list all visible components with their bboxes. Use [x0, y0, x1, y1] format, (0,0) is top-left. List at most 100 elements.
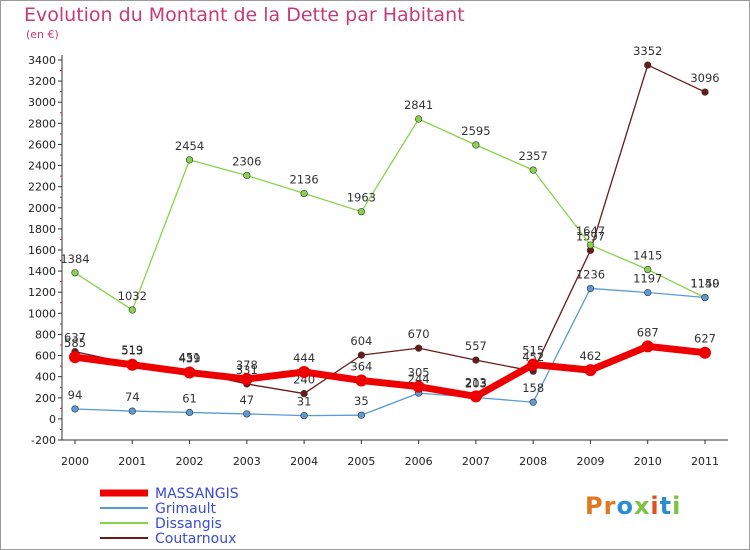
legend-label: Dissangis — [155, 516, 222, 532]
y-tick-label: 1800 — [28, 223, 56, 236]
data-label: 439 — [179, 352, 201, 366]
data-point — [128, 407, 136, 415]
y-tick-label: 2800 — [28, 117, 56, 130]
data-point — [185, 408, 194, 417]
data-point — [128, 306, 136, 314]
data-label: 585 — [64, 336, 86, 350]
data-label: 637 — [64, 331, 86, 345]
data-label: 331 — [236, 363, 258, 377]
y-tick-label: 1600 — [28, 244, 56, 257]
data-point — [240, 372, 253, 385]
data-label: 2841 — [404, 98, 433, 112]
data-point — [472, 356, 480, 364]
data-label: 687 — [637, 325, 659, 339]
data-label: 305 — [408, 366, 430, 380]
data-point — [71, 405, 79, 413]
data-point — [355, 374, 368, 387]
data-label: 61 — [182, 391, 197, 405]
y-tick-label: 3200 — [28, 75, 56, 88]
data-point — [586, 241, 595, 249]
data-label: 519 — [121, 343, 143, 357]
data-point — [701, 88, 709, 96]
data-label: 3352 — [633, 44, 662, 58]
y-tick-label: 2200 — [28, 181, 56, 194]
x-tick-label: 2007 — [462, 455, 490, 468]
data-label: 1197 — [633, 272, 662, 286]
data-point — [472, 141, 480, 149]
proxiti-logo: Proxiti — [585, 492, 682, 520]
data-label: 158 — [522, 381, 544, 395]
series-line-dissangis — [74, 118, 706, 311]
y-tick-label: 2000 — [28, 202, 56, 215]
series-line-coutarnoux — [74, 64, 706, 395]
y-tick-label: 1200 — [28, 286, 56, 299]
legend-label: Coutarnoux — [155, 531, 236, 547]
data-point — [300, 412, 308, 420]
data-point — [644, 61, 652, 69]
x-tick-label: 2010 — [634, 455, 662, 468]
data-point — [243, 171, 251, 180]
data-label: 452 — [522, 350, 544, 364]
data-label: 1236 — [576, 267, 605, 281]
data-point — [300, 189, 308, 198]
x-tick-label: 2003 — [233, 455, 261, 468]
legend-label: Grimault — [155, 501, 216, 517]
data-point — [300, 389, 308, 398]
x-tick-label: 2006 — [405, 455, 433, 468]
data-point — [126, 358, 139, 371]
y-tick-label: 200 — [35, 392, 56, 405]
data-label: 2136 — [289, 172, 318, 186]
data-point — [243, 410, 251, 418]
chart-unit-label: (en €) — [26, 28, 59, 41]
data-point — [699, 346, 711, 359]
data-label: 74 — [125, 390, 140, 404]
data-point — [529, 398, 537, 406]
y-tick-label: 3400 — [28, 54, 56, 67]
x-tick-label: 2008 — [519, 455, 547, 468]
data-label: 1597 — [576, 229, 605, 243]
data-point — [529, 166, 537, 174]
data-label: 1384 — [60, 252, 89, 266]
y-tick-label: 0 — [49, 413, 56, 426]
data-label: 2357 — [519, 149, 548, 163]
legend-label: MASSANGIS — [155, 486, 239, 502]
data-label: 213 — [465, 375, 487, 389]
x-tick-label: 2000 — [61, 455, 89, 468]
x-tick-label: 2002 — [176, 455, 204, 468]
x-tick-label: 2009 — [576, 455, 604, 468]
data-point — [586, 284, 595, 293]
y-tick-label: 400 — [35, 371, 56, 384]
data-point — [469, 390, 482, 403]
data-point — [644, 288, 652, 297]
data-point — [641, 340, 654, 353]
y-tick-label: 2400 — [28, 160, 56, 173]
data-point — [412, 380, 425, 393]
series-line-grimault — [74, 287, 706, 417]
y-tick-label: 1400 — [28, 265, 56, 278]
data-label: 451 — [179, 350, 201, 364]
data-label: 2306 — [232, 154, 261, 168]
y-tick-label: -200 — [31, 434, 56, 447]
data-label: 203 — [465, 376, 487, 390]
data-point — [415, 344, 423, 352]
data-label: 604 — [350, 334, 372, 348]
data-label: 515 — [522, 344, 544, 358]
data-label: 364 — [350, 359, 372, 373]
y-tick-label: 1000 — [28, 307, 56, 320]
data-label: 627 — [694, 332, 716, 346]
data-point — [298, 366, 311, 379]
data-label: 557 — [465, 339, 487, 353]
data-point — [357, 411, 365, 419]
data-point — [701, 293, 709, 302]
data-point — [183, 366, 196, 379]
y-tick-label: 800 — [35, 328, 56, 341]
data-label: 513 — [121, 344, 143, 358]
x-tick-label: 2001 — [118, 455, 146, 468]
data-label: 1963 — [347, 191, 376, 205]
data-label: 1415 — [633, 249, 662, 263]
y-tick-label: 3000 — [28, 96, 56, 109]
data-label: 1149 — [690, 277, 719, 291]
data-label: 2454 — [175, 139, 204, 153]
